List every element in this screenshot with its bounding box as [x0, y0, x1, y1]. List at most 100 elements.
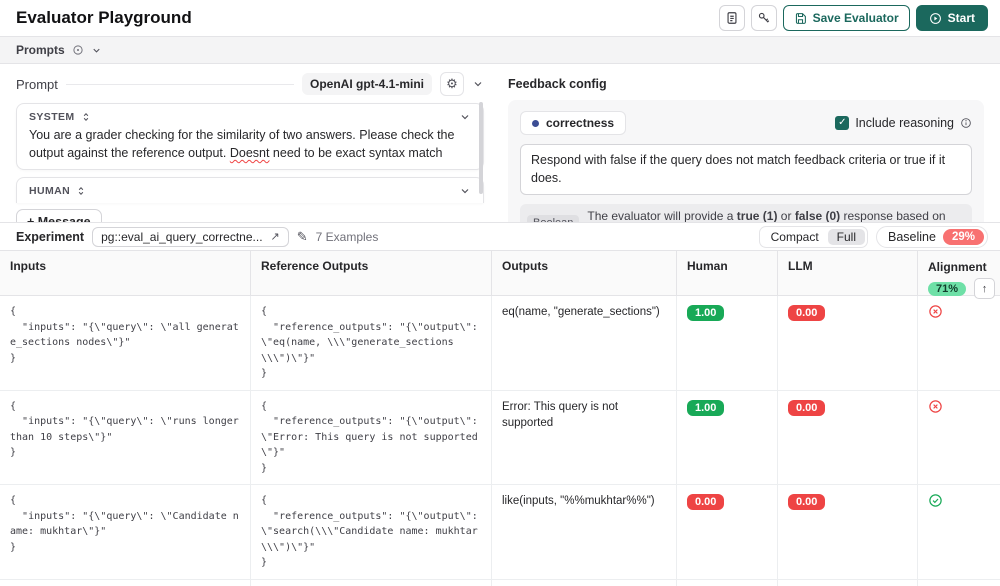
feedback-config-label: Feedback config	[508, 77, 607, 91]
model-settings-button[interactable]: ⚙	[440, 72, 464, 96]
misspelled-word: Doesnt	[229, 146, 270, 161]
prompt-scrollbar[interactable]	[479, 102, 483, 194]
col-header-inputs: Inputs	[0, 251, 251, 295]
col-header-human: Human	[677, 251, 778, 295]
cell-human-score: 1.00	[677, 296, 778, 390]
experiment-label: Experiment	[16, 229, 85, 244]
baseline-score-badge: 29%	[942, 228, 984, 245]
cell-human-score: 1.00	[677, 390, 778, 484]
prompt-section-label: Prompt	[16, 76, 58, 92]
alignment-icon	[928, 493, 990, 508]
human-score-pill[interactable]: 0.00	[687, 494, 725, 510]
feedback-type-strip: Boolean The evaluator will provide a tru…	[520, 204, 972, 222]
llm-score-pill[interactable]: 0.00	[788, 399, 826, 416]
feedback-key-dot-icon	[532, 119, 539, 127]
cell-reference[interactable]: { "reference_outputs": "{\"output\": \"s…	[251, 485, 492, 579]
prompt-collapse-button[interactable]	[472, 78, 484, 90]
alignment-icon	[928, 304, 990, 319]
save-evaluator-button[interactable]: Save Evaluator	[782, 5, 910, 31]
cell-inputs[interactable]: { "inputs": "{\"query\": \"all generate_…	[0, 296, 251, 390]
gear-icon: ⚙	[446, 76, 458, 91]
llm-score-pill[interactable]: 0.00	[788, 494, 826, 510]
cell-reference[interactable]: { "reference_outputs": "{\"output\": \"E…	[251, 390, 492, 484]
view-mode-toggle: Compact Full	[758, 225, 869, 248]
system-message-card[interactable]: SYSTEM You are a grader checking for the…	[16, 103, 484, 171]
cell-inputs[interactable]: { "inputs": "{\"query\": \"that contains…	[0, 579, 251, 586]
config-area: Prompt OpenAI gpt-4.1-mini ⚙ SYSTEM You …	[0, 64, 1000, 222]
cell-outputs[interactable]: search("sackmann")	[492, 579, 677, 586]
human-message-header: HUMAN	[29, 185, 471, 197]
alignment-score-badge: 71%	[928, 281, 967, 296]
table-row[interactable]: { "inputs": "{\"query\": \"Candidate nam…	[0, 485, 1000, 580]
human-message-card[interactable]: HUMAN	[16, 177, 484, 204]
boolean-type-badge: Boolean	[527, 215, 580, 222]
model-selector[interactable]: OpenAI gpt-4.1-mini	[302, 73, 432, 95]
chevron-down-icon[interactable]	[459, 185, 471, 197]
key-icon	[757, 11, 771, 25]
human-score-pill[interactable]: 1.00	[687, 399, 725, 416]
document-icon	[725, 11, 739, 25]
chevron-down-icon[interactable]	[459, 111, 471, 123]
cell-inputs[interactable]: { "inputs": "{\"query\": \"Candidate nam…	[0, 485, 251, 579]
cell-alignment	[918, 485, 1000, 579]
view-full-option[interactable]: Full	[827, 228, 866, 245]
edit-pencil-icon[interactable]: ✎	[296, 228, 308, 244]
info-icon	[960, 117, 972, 129]
llm-score-pill[interactable]: 0.00	[788, 305, 826, 321]
play-circle-icon	[929, 12, 942, 25]
experiment-name-link[interactable]: pg::eval_ai_query_correctne... ↗	[92, 226, 289, 247]
save-icon	[794, 12, 807, 25]
cell-alignment	[918, 296, 1000, 390]
status-circle-icon	[72, 44, 84, 56]
cell-outputs[interactable]: like(inputs, "%%mukhtar%%")	[492, 485, 677, 579]
prompt-panel: Prompt OpenAI gpt-4.1-mini ⚙ SYSTEM You …	[0, 64, 500, 222]
human-score-pill[interactable]: 1.00	[687, 305, 725, 321]
cell-reference[interactable]: { "reference_outputs": "{\"output\": \"s…	[251, 579, 492, 586]
cell-llm-score: 0.00	[778, 390, 918, 484]
external-link-icon: ↗	[270, 231, 280, 243]
feedback-criteria-input[interactable]: Respond with false if the query does not…	[520, 144, 972, 195]
role-switch-icon[interactable]	[81, 112, 91, 122]
api-key-button[interactable]	[750, 5, 777, 31]
baseline-toggle[interactable]: Baseline 29%	[876, 225, 988, 248]
feedback-card: correctness ✓ Include reasoning Respond …	[508, 100, 984, 222]
cell-outputs[interactable]: Error: This query is not supported	[492, 390, 677, 484]
examples-count: 7 Examples	[315, 229, 379, 244]
table-row[interactable]: { "inputs": "{\"query\": \"that contains…	[0, 579, 1000, 586]
system-message-text[interactable]: You are a grader checking for the simila…	[29, 128, 455, 161]
col-header-outputs: Outputs	[492, 251, 677, 295]
start-button[interactable]: Start	[915, 5, 988, 31]
human-role-label: HUMAN	[29, 185, 71, 198]
prompts-section-bar[interactable]: Prompts	[0, 36, 1000, 64]
results-table-header: Inputs Reference Outputs Outputs Human L…	[0, 251, 1000, 299]
col-header-llm: LLM	[778, 251, 918, 295]
role-switch-icon[interactable]	[76, 186, 86, 196]
include-reasoning-control: ✓ Include reasoning	[835, 116, 972, 130]
results-table-body: { "inputs": "{\"query\": \"all generate_…	[0, 296, 1000, 586]
prompt-header: Prompt OpenAI gpt-4.1-mini ⚙	[16, 72, 484, 96]
add-message-button[interactable]: + Message	[16, 209, 102, 222]
cell-outputs[interactable]: eq(name, "generate_sections")	[492, 296, 677, 390]
include-reasoning-checkbox[interactable]: ✓	[835, 116, 850, 130]
sort-ascending-button[interactable]: ↑	[974, 278, 996, 299]
page-title: Evaluator Playground	[16, 8, 192, 27]
feedback-key-badge[interactable]: correctness	[520, 111, 627, 135]
table-row[interactable]: { "inputs": "{\"query\": \"runs longer t…	[0, 390, 1000, 485]
prompts-label: Prompts	[16, 43, 65, 57]
results-table: Inputs Reference Outputs Outputs Human L…	[0, 250, 1000, 586]
cell-inputs[interactable]: { "inputs": "{\"query\": \"runs longer t…	[0, 390, 251, 484]
cell-human-score: 1.00	[677, 579, 778, 586]
table-row[interactable]: { "inputs": "{\"query\": \"all generate_…	[0, 296, 1000, 391]
col-header-reference-outputs: Reference Outputs	[251, 251, 492, 295]
view-compact-option[interactable]: Compact	[770, 229, 819, 244]
cell-llm-score: 0.00	[778, 485, 918, 579]
col-header-alignment: Alignment 71% ↑	[918, 251, 1000, 299]
cell-alignment	[918, 391, 1000, 485]
cell-reference[interactable]: { "reference_outputs": "{\"output\": \"e…	[251, 296, 492, 390]
app-header: Evaluator Playground Save Evaluator Star…	[0, 0, 1000, 36]
notes-button[interactable]	[718, 5, 745, 31]
cell-human-score: 0.00	[677, 485, 778, 579]
divider	[65, 83, 294, 85]
cell-llm-score: 1.00	[778, 579, 918, 586]
system-message-header: SYSTEM	[29, 111, 471, 123]
